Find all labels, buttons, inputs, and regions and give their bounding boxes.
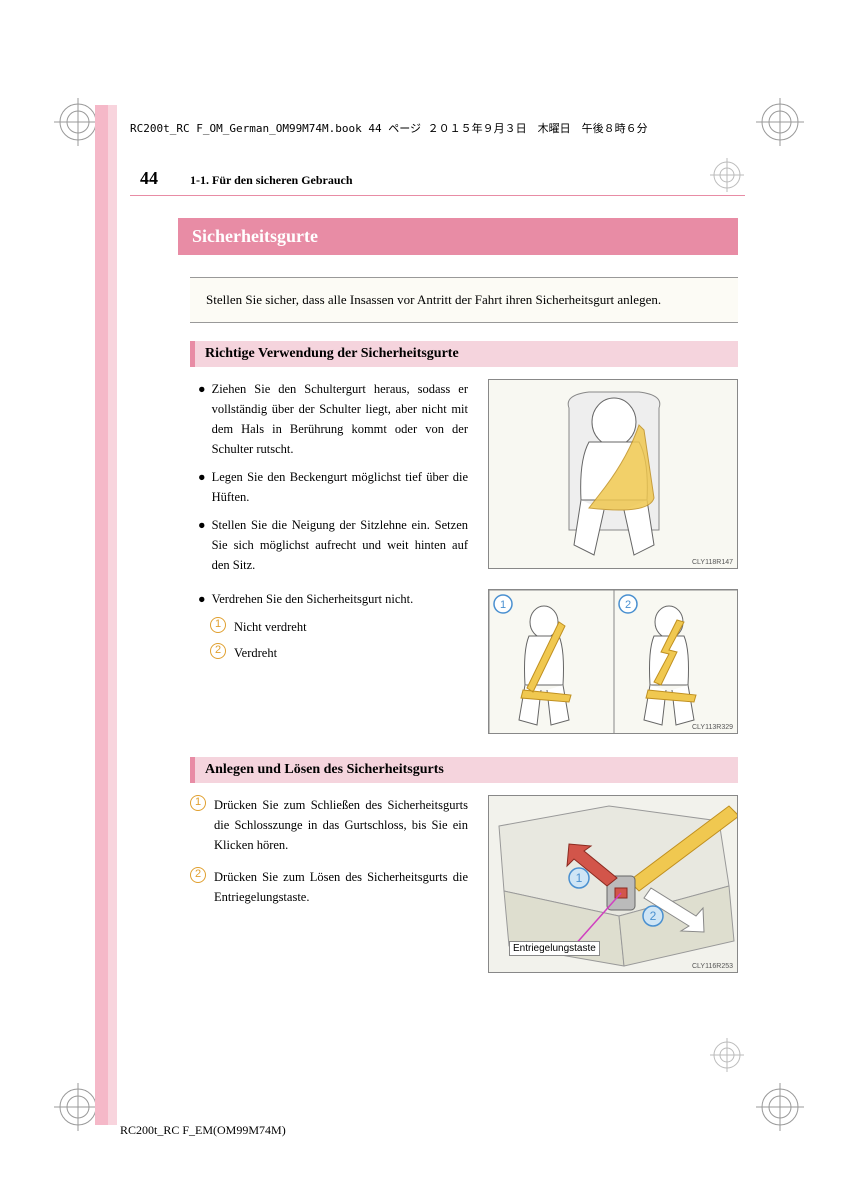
figure-caption: CLY113R329 [692, 724, 733, 731]
circle-2-icon: 2 [190, 867, 206, 883]
figure-belt-twist: 1 2 CLY113R329 [488, 589, 738, 734]
svg-text:2: 2 [625, 599, 631, 611]
bullet-text: Verdrehen Sie den Sicherheitsgurt nicht. [212, 589, 414, 609]
figure-release-label: Entriegelungstaste [509, 941, 600, 956]
figure-caption: CLY118R147 [692, 559, 733, 566]
section2-body: 1 Drücken Sie zum Schließen des Sicherhei… [190, 795, 738, 985]
figure-seat-belt-correct: CLY118R147 [488, 379, 738, 569]
chapter-label: 1-1. Für den sicheren Gebrauch [190, 173, 353, 188]
header-rule [130, 195, 745, 196]
page-title: Sicherheitsgurte [178, 218, 738, 255]
page-header: 44 1-1. Für den sicheren Gebrauch [140, 168, 745, 196]
figure-buckle: 1 2 Entriegelungstaste CLY116R253 [488, 795, 738, 973]
svg-text:1: 1 [500, 599, 506, 611]
section1-body: ●Ziehen Sie den Schultergurt heraus, sod… [198, 379, 738, 739]
svg-text:1: 1 [576, 871, 583, 885]
step-text: Drücken Sie zum Schließen des Sicherheit… [214, 795, 468, 855]
intro-box: Stellen Sie sicher, dass alle Insassen v… [190, 277, 738, 323]
circle-2-icon: 2 [210, 643, 226, 659]
bullet-icon: ● [198, 467, 206, 507]
crop-mark-inner-br [710, 1038, 744, 1072]
margin-stripe-inner [108, 105, 117, 1125]
svg-text:2: 2 [650, 909, 657, 923]
bullet-text: Stellen Sie die Neigung der Sitzlehne ei… [212, 515, 468, 575]
crop-mark-tr [756, 98, 804, 146]
section2-heading: Anlegen und Lösen des Sicherheitsgurts [190, 757, 738, 783]
bullet-icon: ● [198, 515, 206, 575]
numbered-text: Nicht verdreht [234, 617, 307, 637]
print-header: RC200t_RC F_OM_German_OM99M74M.book 44 ペ… [130, 120, 648, 136]
circle-1-icon: 1 [210, 617, 226, 633]
crop-mark-br [756, 1083, 804, 1131]
figure-caption: CLY116R253 [692, 963, 733, 970]
section1-heading: Richtige Verwendung der Sicherheitsgurte [190, 341, 738, 367]
bullet-text: Legen Sie den Beckengurt möglichst tief … [212, 467, 468, 507]
page-number: 44 [140, 168, 158, 189]
bullet-text: Ziehen Sie den Schultergurt heraus, soda… [212, 379, 468, 459]
bullet-icon: ● [198, 379, 206, 459]
bullet-icon: ● [198, 589, 206, 609]
step-text: Drücken Sie zum Lösen des Sicherheitsgur… [214, 867, 468, 907]
circle-1-icon: 1 [190, 795, 206, 811]
footer-code: RC200t_RC F_EM(OM99M74M) [120, 1123, 286, 1138]
numbered-text: Verdreht [234, 643, 277, 663]
